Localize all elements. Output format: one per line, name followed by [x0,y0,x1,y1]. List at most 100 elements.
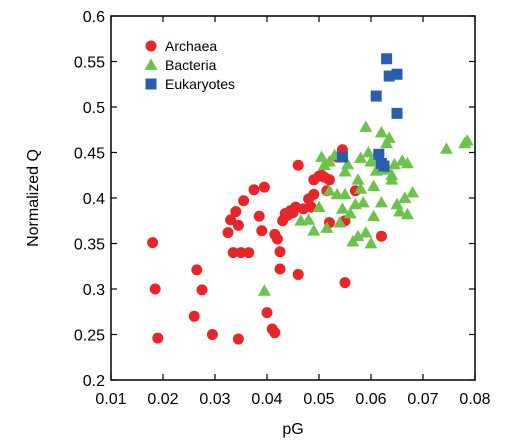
archaea-point [232,333,244,345]
y-tick-label: 0.25 [74,328,105,345]
y-tick-label: 0.3 [83,282,105,299]
bacteria-point [369,164,383,176]
x-tick-label: 0.07 [407,391,438,408]
bacteria-point [302,213,316,225]
bacteria-point [333,216,347,228]
bacteria-point [354,182,368,194]
archaea-point [308,188,320,200]
y-tick-label: 0.2 [83,373,105,390]
y-tick-label: 0.55 [74,55,105,72]
bacteria-point [374,125,388,138]
archaea-point [225,214,237,226]
bacteria-point [356,196,370,208]
x-tick-label: 0.02 [147,391,178,408]
legend-marker-bacteria [144,58,158,70]
bacteria-point [320,221,334,233]
archaea-point [261,307,273,319]
bacteria-point [387,157,401,170]
bacteria-point [400,207,414,220]
archaea-point [227,247,239,259]
eukaryotes-point [373,148,385,160]
points-layer [147,53,474,345]
archaea-point [206,329,218,340]
eukaryotes-point [391,68,403,80]
x-tick-label: 0.08 [459,391,490,408]
archaea-point [149,283,161,295]
bacteria-point [354,151,368,163]
archaea-point [191,264,203,276]
archaea-point [243,247,255,259]
archaea-point [256,225,268,237]
bacteria-point [367,209,381,222]
bacteria-point [382,131,396,143]
bacteria-point [367,179,381,192]
archaea-point [339,277,351,289]
bacteria-point [400,156,414,169]
eukaryotes-point [370,90,382,102]
archaea-point [271,233,283,245]
bacteria-point [406,186,420,198]
archaea-point [292,159,304,171]
archaea-point [274,263,286,275]
eukaryotes-point [391,107,403,119]
bacteria-point [374,196,388,208]
bacteria-point [393,205,407,217]
bacteria-point [343,206,357,219]
ticks-layer: 0.01 0.02 0.03 0.04 0.05 0.06 0.07 0.08 0.2 0.25 0… [74,9,491,408]
eukaryotes-point [383,70,395,82]
bacteria-point [351,229,365,242]
bacteria-point [322,184,336,196]
bacteria-point [359,120,373,132]
archaea-point [147,237,159,249]
x-tick-label: 0.03 [199,391,230,408]
archaea-point [248,184,260,196]
bacteria-point [359,226,373,238]
eukaryotes-point [378,160,390,172]
archaea-point [196,284,208,296]
archaea-point [152,332,164,344]
legend-label-archaea: Archaea [165,38,217,54]
archaea-point [323,174,335,186]
x-tick-label: 0.01 [95,391,126,408]
archaea-point [258,181,270,193]
bacteria-point [460,134,474,146]
legend-marker-archaea [145,40,157,52]
archaea-point [238,195,250,207]
y-tick-label: 0.45 [74,146,105,163]
bacteria-point [335,202,349,214]
bacteria-point [338,187,352,200]
bacteria-point [364,237,378,249]
bacteria-point [341,157,355,170]
x-axis-label: pG [282,421,303,438]
eukaryotes-point [381,53,393,65]
archaea-point [253,210,265,222]
archaea-point [222,227,234,239]
y-tick-label: 0.6 [83,9,105,26]
archaea-point [230,206,242,218]
y-tick-label: 0.35 [74,237,105,254]
archaea-point [375,230,387,242]
bacteria-point [398,191,412,203]
archaea-point [269,327,281,339]
bacteria-point [338,165,352,177]
y-tick-label: 0.5 [83,100,105,117]
x-tick-label: 0.06 [355,391,386,408]
bacteria-point [439,142,453,154]
legend-marker-eukaryotes [145,78,157,90]
x-tick-label: 0.04 [251,391,282,408]
bacteria-point [307,224,321,236]
archaea-point [292,268,304,280]
y-axis-label: Normalized Q [25,149,42,247]
eukaryotes-point [336,151,348,163]
bacteria-point [361,146,375,158]
bacteria-point [312,200,326,212]
legend-label-eukaryotes: Eukaryotes [165,76,235,92]
legend: Archaea Bacteria Eukaryotes [144,38,235,92]
y-tick-label: 0.4 [83,191,105,208]
bacteria-point [315,150,329,162]
legend-label-bacteria: Bacteria [165,57,217,73]
bacteria-point [385,173,399,185]
x-tick-label: 0.05 [303,391,334,408]
archaea-point [232,219,244,231]
